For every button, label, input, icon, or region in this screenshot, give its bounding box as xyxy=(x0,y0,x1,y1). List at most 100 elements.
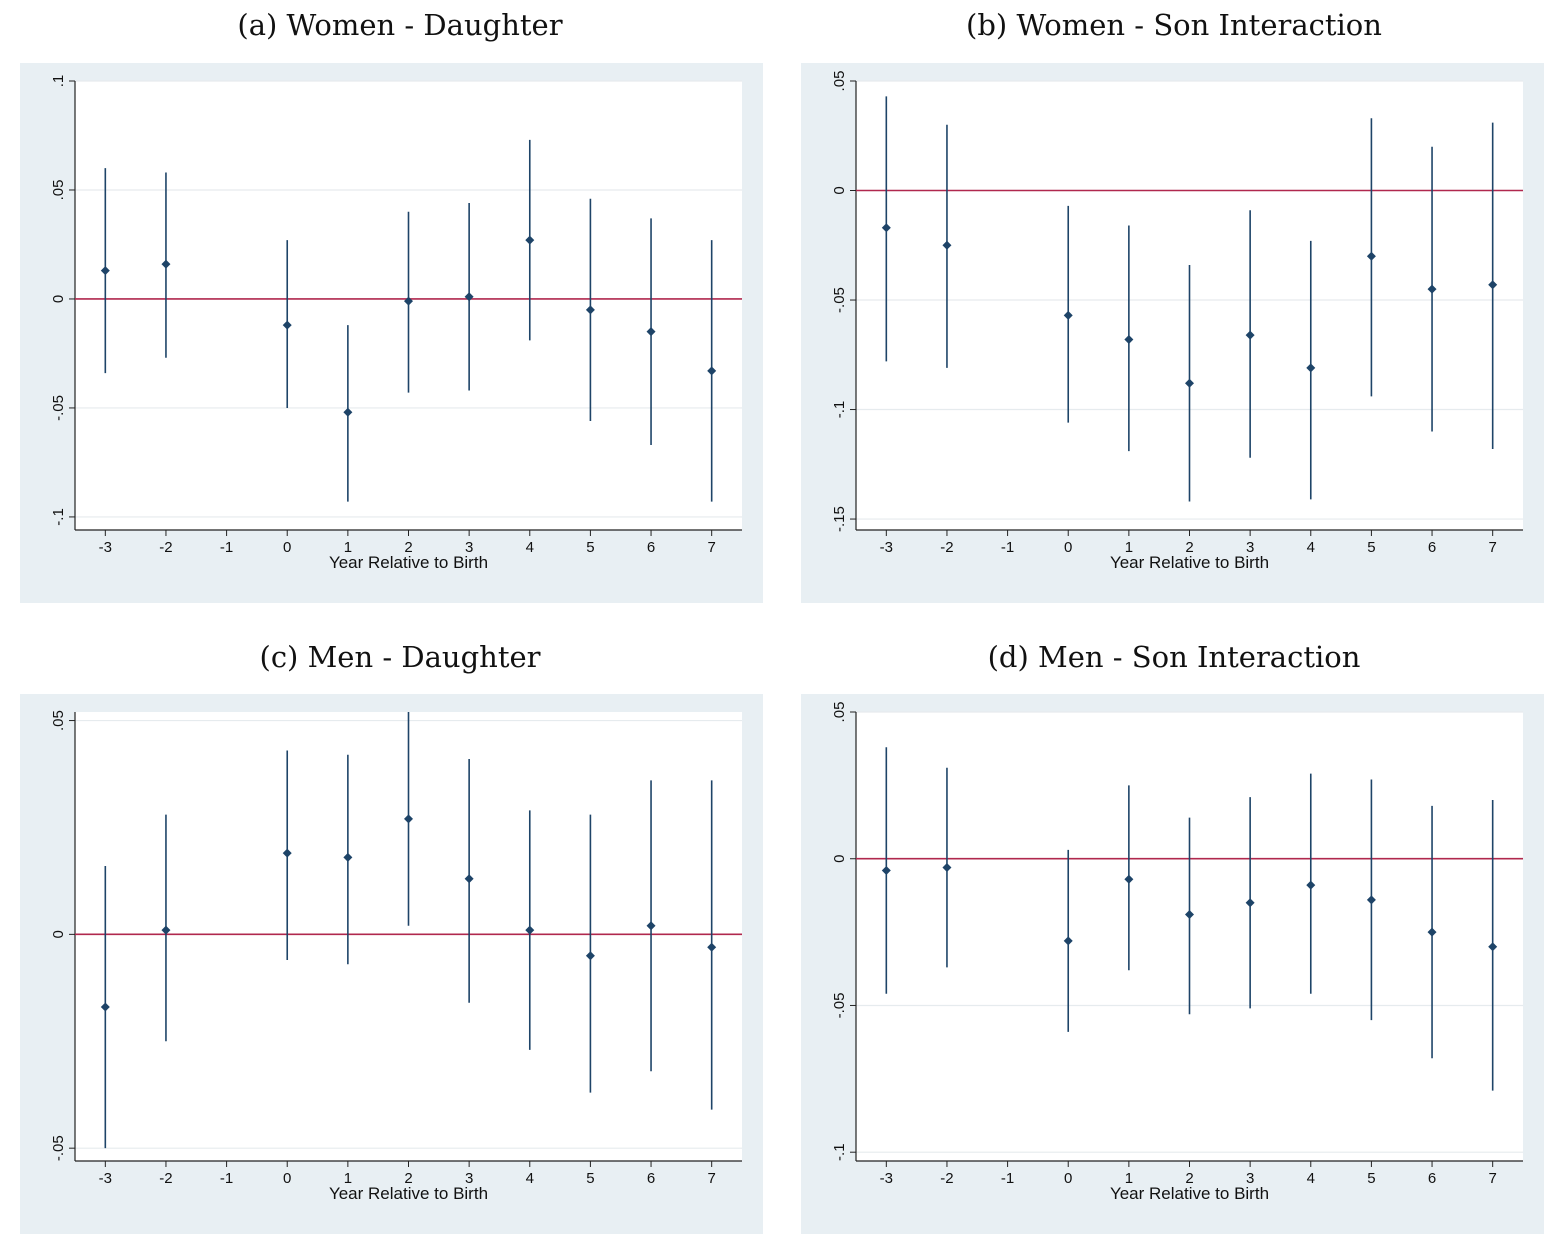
x-tick-label: -3 xyxy=(880,1170,893,1187)
x-tick-label: 3 xyxy=(465,539,473,556)
y-tick-label: 0 xyxy=(50,930,67,938)
point-estimate xyxy=(1427,284,1437,294)
point-estimate xyxy=(646,921,656,931)
x-tick-label: 5 xyxy=(586,1170,594,1187)
y-tick-label: -.05 xyxy=(50,1135,67,1161)
point-estimate xyxy=(100,1002,110,1012)
y-tick-label: 0 xyxy=(831,186,848,194)
x-tick-label: 2 xyxy=(1185,539,1193,556)
x-tick-label: -1 xyxy=(220,539,233,556)
point-estimate xyxy=(525,235,535,245)
x-tick-label: -3 xyxy=(880,539,893,556)
x-tick-label: 7 xyxy=(1489,539,1497,556)
point-estimate xyxy=(1366,895,1376,905)
point-estimate xyxy=(881,223,891,233)
panel-b-title: (b) Women - Son Interaction xyxy=(966,8,1382,42)
x-tick-label: -3 xyxy=(99,539,112,556)
y-tick-label: -.1 xyxy=(831,401,848,419)
x-tick-label: -2 xyxy=(159,539,172,556)
x-tick-label: 1 xyxy=(1125,539,1133,556)
point-estimate xyxy=(1124,334,1134,344)
y-tick-label: 0 xyxy=(50,295,67,303)
x-tick-label: 2 xyxy=(1185,1170,1193,1187)
x-tick-label: 0 xyxy=(1064,539,1072,556)
point-estimate xyxy=(585,951,595,961)
point-estimate xyxy=(1427,927,1437,937)
x-tick-label: 5 xyxy=(1367,1170,1375,1187)
panel-a-title: (a) Women - Daughter xyxy=(237,8,563,42)
y-tick-label: -.1 xyxy=(831,1143,848,1161)
point-estimate xyxy=(343,852,353,862)
x-tick-label: 2 xyxy=(404,1170,412,1187)
y-tick-label: .05 xyxy=(831,702,848,723)
point-estimate xyxy=(161,925,171,935)
x-tick-label: 5 xyxy=(586,539,594,556)
point-estimate xyxy=(525,925,535,935)
y-tick-label: .05 xyxy=(50,180,67,201)
x-tick-label: 6 xyxy=(1428,1170,1436,1187)
point-estimate xyxy=(100,266,110,276)
point-estimate xyxy=(1366,251,1376,261)
point-estimate xyxy=(1124,874,1134,884)
point-estimate xyxy=(1063,310,1073,320)
point-estimate xyxy=(942,863,952,873)
x-tick-label: 4 xyxy=(1307,1170,1315,1187)
x-axis-title: Year Relative to Birth xyxy=(329,553,488,572)
x-tick-label: 6 xyxy=(1428,539,1436,556)
point-estimate xyxy=(1185,909,1194,919)
point-estimate xyxy=(161,259,171,269)
x-tick-label: 1 xyxy=(1125,1170,1133,1187)
x-tick-label: 3 xyxy=(465,1170,473,1187)
x-tick-label: 0 xyxy=(283,539,291,556)
point-estimate xyxy=(1488,280,1498,290)
point-estimate xyxy=(1245,898,1255,908)
y-tick-label: -.05 xyxy=(831,993,848,1019)
x-axis-title: Year Relative to Birth xyxy=(329,1184,488,1203)
panel-d-title: (d) Men - Son Interaction xyxy=(987,640,1361,674)
x-tick-label: 1 xyxy=(344,539,352,556)
x-tick-label: -2 xyxy=(159,1170,172,1187)
y-tick-label: -.05 xyxy=(50,395,67,421)
point-estimate xyxy=(707,366,717,376)
x-tick-label: -3 xyxy=(99,1170,112,1187)
point-estimate xyxy=(1245,330,1255,340)
point-estimate xyxy=(464,874,474,884)
x-tick-label: 7 xyxy=(708,539,716,556)
chart-panel-a: -.1 -.05 0 .05 .1 -3 -2 -1 0 1 2 3 4 5 6 7 Year Relative… xyxy=(20,63,763,603)
x-tick-label: 7 xyxy=(708,1170,716,1187)
x-tick-label: 3 xyxy=(1246,1170,1254,1187)
point-estimate xyxy=(585,305,595,315)
x-tick-label: -2 xyxy=(940,1170,953,1187)
x-tick-label: 0 xyxy=(283,1170,291,1187)
point-estimate xyxy=(707,942,717,952)
x-tick-label: 7 xyxy=(1489,1170,1497,1187)
point-estimate xyxy=(881,865,891,875)
chart-panel-c: -.05 0 .05 -3 -2 -1 0 1 2 3 4 5 6 7 Year Relative to B… xyxy=(20,694,763,1234)
x-tick-label: 6 xyxy=(647,539,655,556)
x-tick-label: 2 xyxy=(404,539,412,556)
point-estimate xyxy=(404,296,413,306)
y-tick-label: 0 xyxy=(831,855,848,863)
x-tick-label: 3 xyxy=(1246,539,1254,556)
chart-panel-b: -.15 -.1 -.05 0 .05 -3 -2 -1 0 1 2 3 4 5 6 7 Year Relati… xyxy=(801,63,1544,603)
chart-panel-d: -.1 -.05 0 .05 -3 -2 -1 0 1 2 3 4 5 6 7 Year Relative t… xyxy=(801,694,1544,1234)
point-estimate xyxy=(404,814,413,824)
x-tick-label: -2 xyxy=(940,539,953,556)
point-estimate xyxy=(1306,880,1316,890)
y-tick-label: -.1 xyxy=(50,508,67,526)
x-tick-label: 1 xyxy=(344,1170,352,1187)
x-tick-label: -1 xyxy=(1001,539,1014,556)
x-axis-title: Year Relative to Birth xyxy=(1110,1184,1269,1203)
x-tick-label: 6 xyxy=(647,1170,655,1187)
x-tick-label: 4 xyxy=(1307,539,1315,556)
x-tick-label: 5 xyxy=(1367,539,1375,556)
point-estimate xyxy=(1488,942,1498,952)
y-tick-label: .05 xyxy=(831,71,848,92)
x-tick-label: -1 xyxy=(220,1170,233,1187)
x-axis-title: Year Relative to Birth xyxy=(1110,553,1269,572)
x-tick-label: 0 xyxy=(1064,1170,1072,1187)
x-tick-label: -1 xyxy=(1001,1170,1014,1187)
point-estimate xyxy=(1063,936,1073,946)
point-estimate xyxy=(343,407,353,417)
panel-c-title: (c) Men - Daughter xyxy=(259,640,541,674)
